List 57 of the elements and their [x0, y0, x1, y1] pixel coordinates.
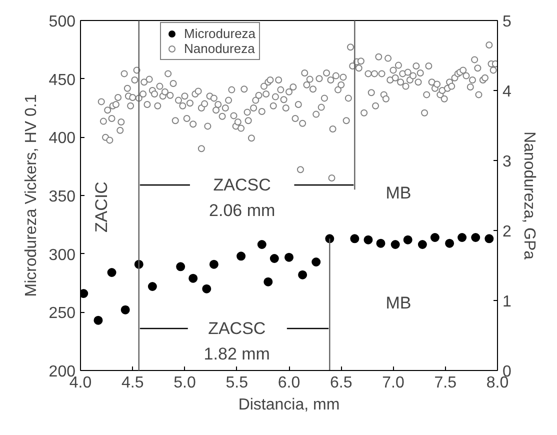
- y-tick-label: 500: [48, 14, 76, 30]
- point: [312, 258, 321, 266]
- point: [364, 235, 373, 244]
- point: [94, 316, 103, 325]
- annotation: ZACSC: [208, 319, 266, 338]
- point: [484, 234, 494, 244]
- y-tick-label: 350: [48, 188, 76, 206]
- point: [458, 233, 467, 242]
- point: [202, 284, 212, 294]
- point: [236, 252, 246, 261]
- point: [257, 240, 266, 249]
- y2-tick-label: 4: [502, 84, 512, 100]
- y2-tick-label: 3: [502, 154, 512, 170]
- point: [270, 254, 279, 263]
- x-tick-label: 7.5: [434, 374, 457, 392]
- point: [148, 282, 157, 291]
- point: [471, 233, 480, 242]
- point: [298, 270, 308, 280]
- y2-tick-label: 5: [502, 14, 512, 30]
- legend-label: Nanodureza: [184, 41, 255, 56]
- x-tick-label: 6.0: [278, 374, 300, 392]
- y2-axis-title: Nanodureza, GPa: [520, 131, 538, 260]
- point: [80, 289, 88, 298]
- annotation: MB: [386, 184, 412, 203]
- x-tick-label: 4.5: [122, 374, 144, 392]
- point: [188, 274, 198, 283]
- point: [284, 252, 294, 262]
- annotation: MB: [386, 293, 412, 312]
- point: [430, 233, 440, 242]
- y-tick-label: 400: [48, 130, 76, 148]
- y2-tick-label: 1: [502, 294, 512, 310]
- point: [107, 268, 116, 277]
- annotation: 1.82 mm: [204, 344, 270, 364]
- point: [120, 305, 130, 314]
- point: [376, 238, 386, 248]
- annotation: ZACIC: [92, 182, 111, 233]
- point: [390, 240, 400, 249]
- point: [418, 240, 427, 249]
- point: [209, 260, 218, 269]
- y-tick-label: 450: [48, 72, 76, 89]
- y-tick-label: 250: [48, 305, 76, 322]
- x-tick-label: 7.0: [382, 374, 404, 392]
- point: [264, 277, 273, 286]
- legend-label: Microdureza: [184, 26, 256, 41]
- annotation: ZACSC: [213, 176, 271, 194]
- y-tick-label: 300: [48, 246, 76, 264]
- annotation: 2.06 mm: [209, 201, 276, 220]
- y2-tick-label: 2: [502, 224, 512, 240]
- y-axis-title: Microdureza Vickers, HV 0.1: [22, 94, 40, 297]
- x-tick-label: 5.0: [174, 374, 196, 392]
- x-axis-title: Distancia, mm: [238, 396, 340, 414]
- point: [350, 234, 360, 244]
- point: [176, 262, 186, 272]
- x-tick-label: 5.5: [226, 374, 248, 392]
- point: [445, 238, 454, 248]
- x-tick-label: 6.5: [330, 374, 352, 392]
- point: [403, 235, 412, 244]
